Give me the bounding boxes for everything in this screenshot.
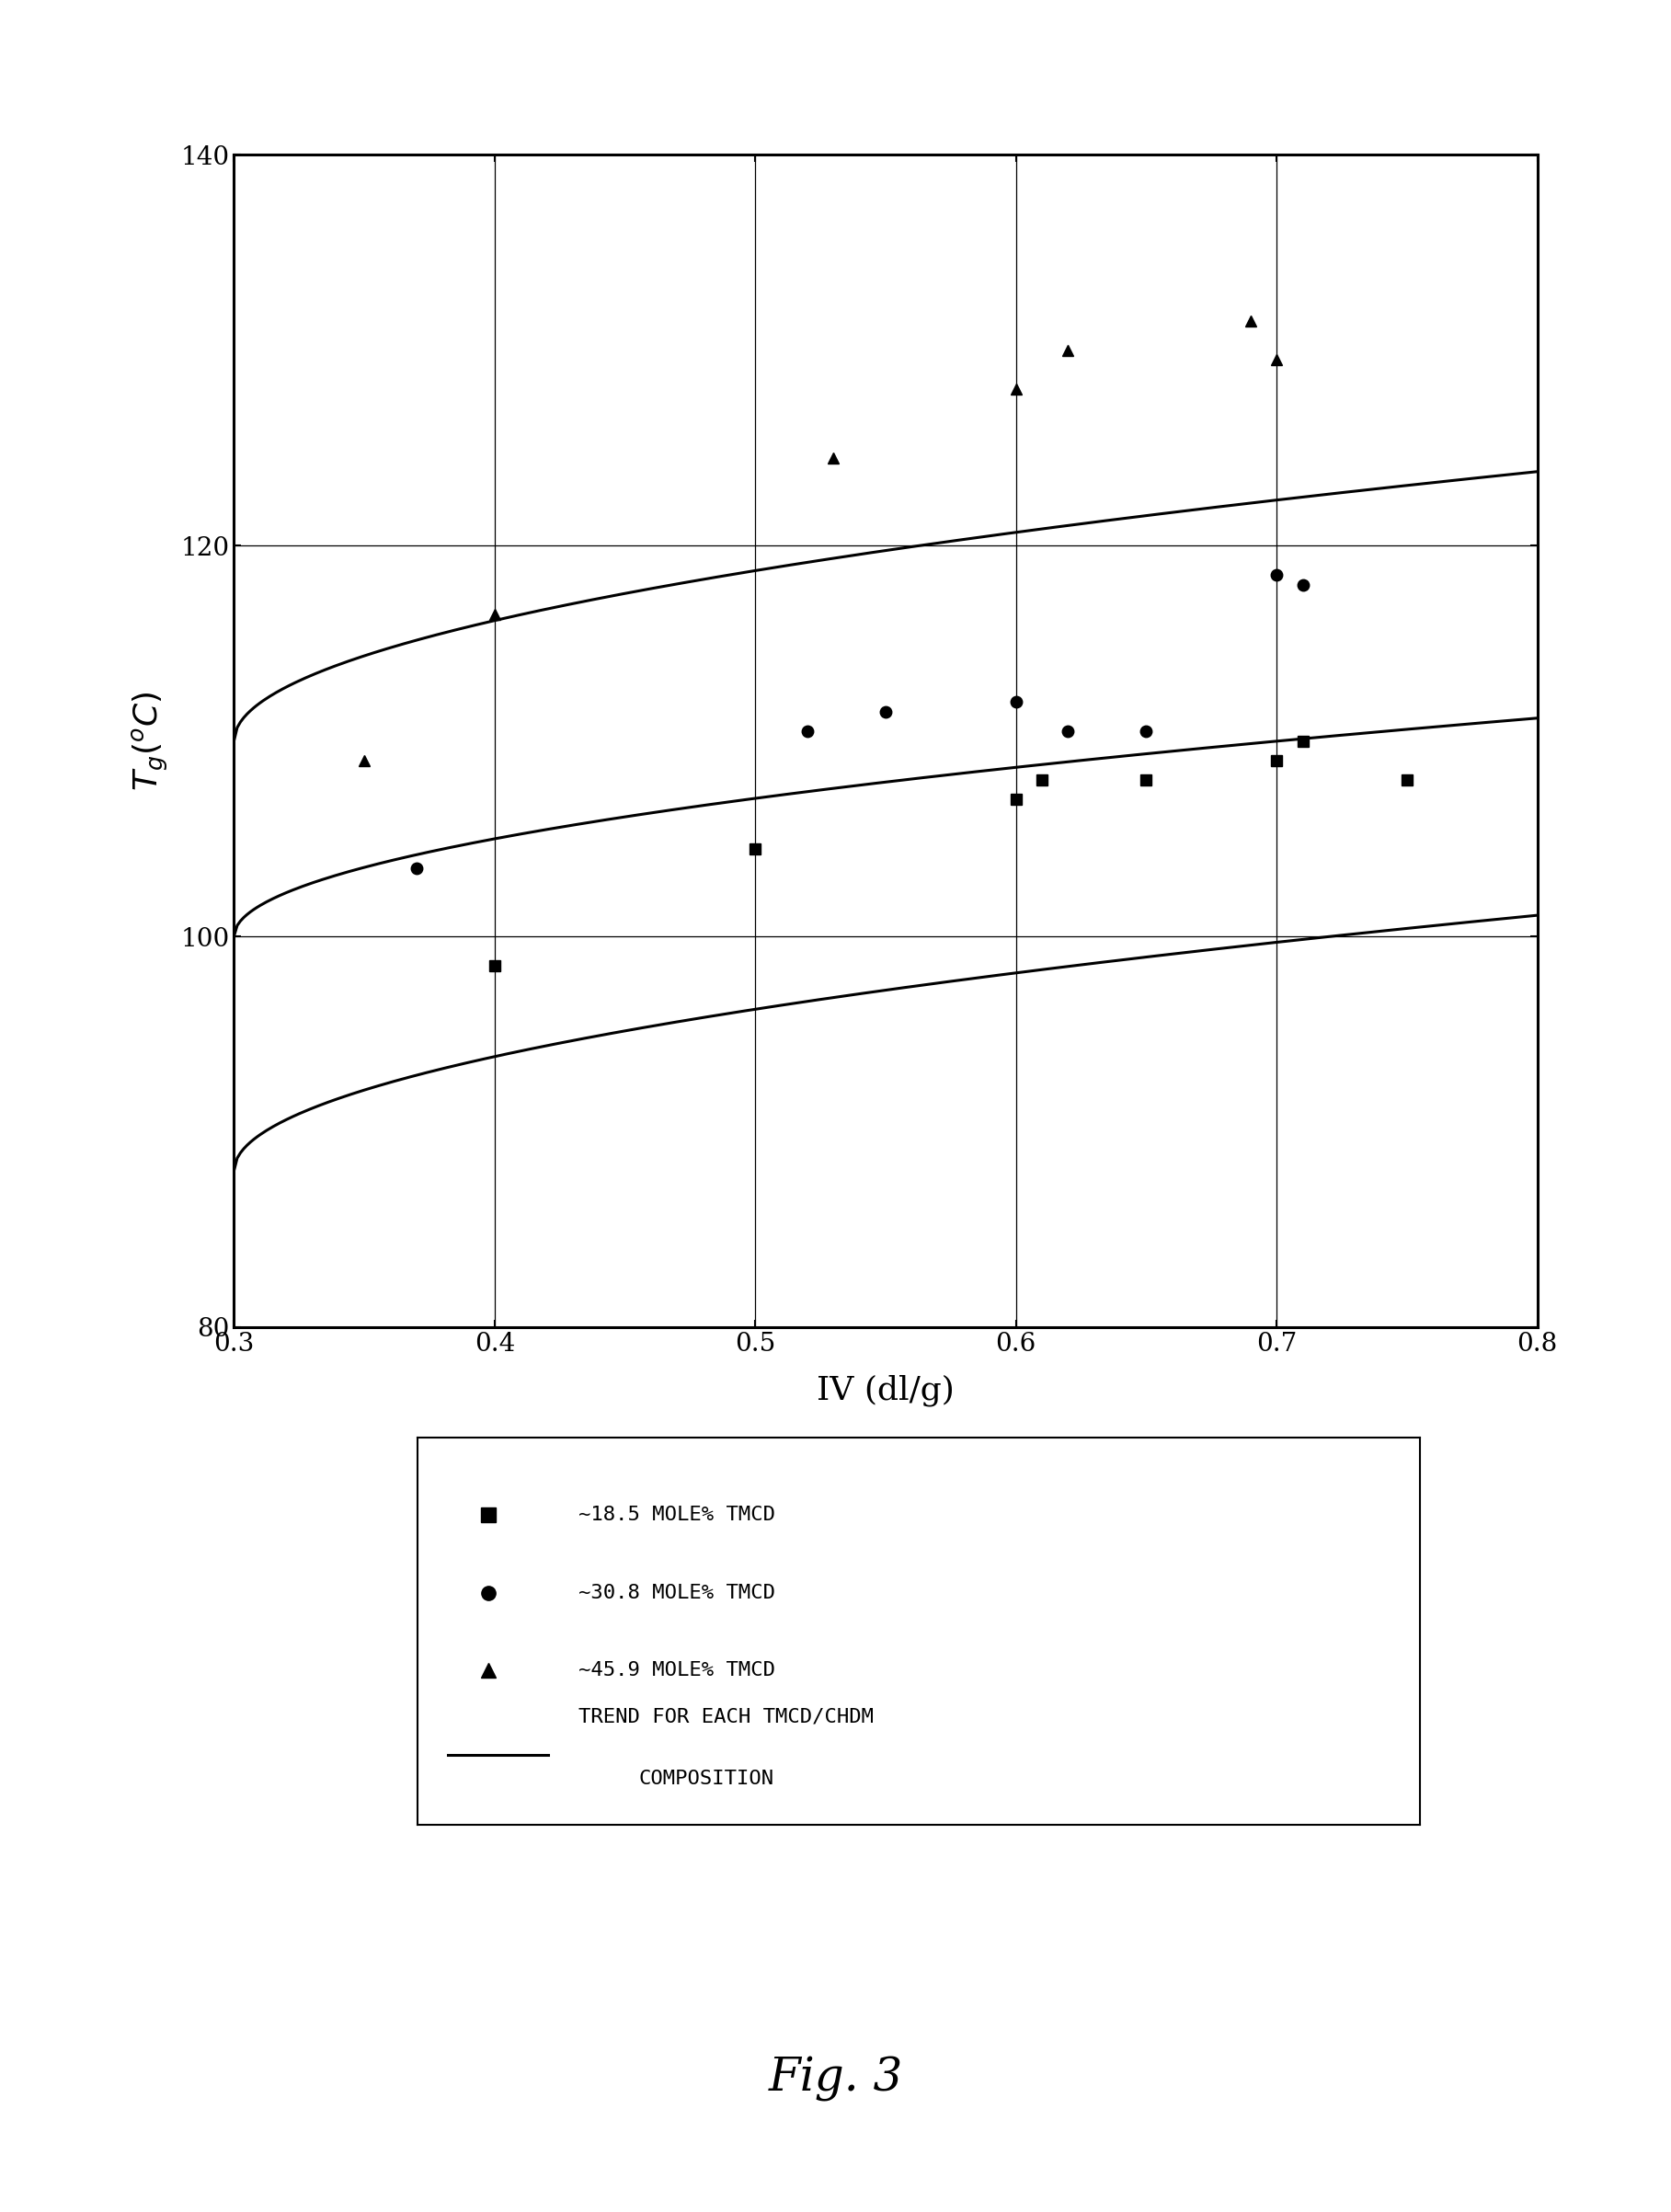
Text: ~45.9 MOLE% TMCD: ~45.9 MOLE% TMCD xyxy=(578,1661,775,1679)
Text: TREND FOR EACH TMCD/CHDM: TREND FOR EACH TMCD/CHDM xyxy=(578,1708,874,1725)
X-axis label: IV (dl/g): IV (dl/g) xyxy=(817,1374,954,1407)
Text: ~18.5 MOLE% TMCD: ~18.5 MOLE% TMCD xyxy=(578,1506,775,1524)
Text: Fig. 3: Fig. 3 xyxy=(769,2057,902,2101)
Text: COMPOSITION: COMPOSITION xyxy=(638,1770,774,1787)
Y-axis label: $T_g(^oC)$: $T_g(^oC)$ xyxy=(130,692,170,790)
Text: ~30.8 MOLE% TMCD: ~30.8 MOLE% TMCD xyxy=(578,1584,775,1601)
